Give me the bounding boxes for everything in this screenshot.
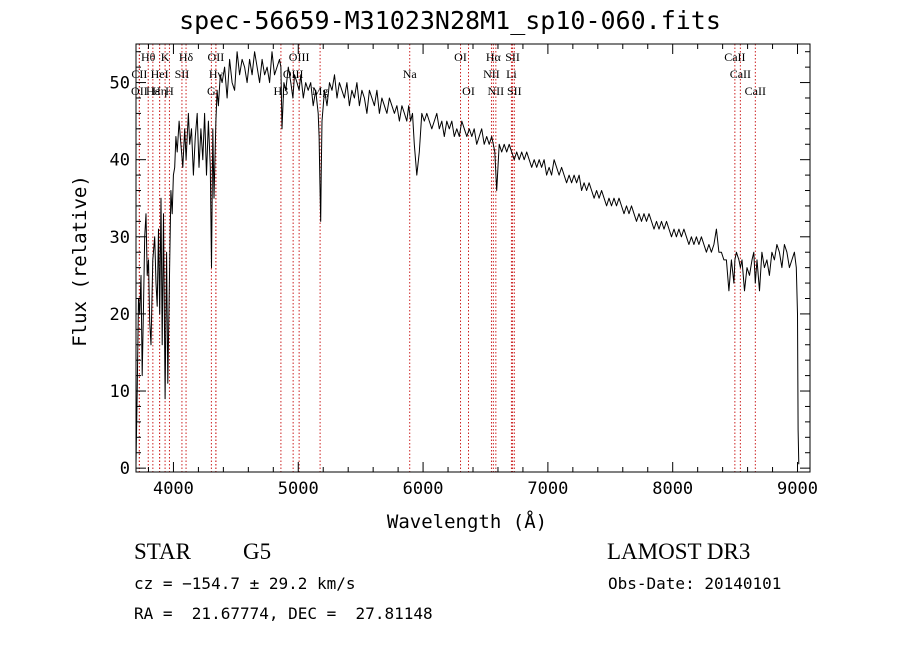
line-label-7: SII	[505, 50, 520, 64]
line-label-10: HeI	[151, 67, 169, 81]
y-tick-label-4: 40	[110, 151, 130, 171]
object-class: STAR	[134, 539, 191, 564]
plot-frame	[135, 43, 811, 473]
line-label-16: Li	[506, 67, 517, 81]
line-label-2: Hδ	[179, 50, 194, 64]
line-label-12: Hγ	[209, 67, 224, 81]
line-label-21: H	[165, 84, 174, 98]
line-label-18: OII	[131, 84, 148, 98]
observation-date: Obs-Date: 20140101	[608, 574, 782, 593]
y-tick-label-5: 50	[110, 74, 130, 94]
line-label-6: Hα	[486, 50, 502, 64]
line-label-0: Hθ	[141, 50, 156, 64]
object-subclass: G5	[243, 539, 272, 564]
x-tick-label-3: 7000	[527, 479, 568, 499]
y-tick-label-2: 20	[110, 305, 130, 325]
line-label-14: Na	[403, 67, 418, 81]
chart-title: spec-56659-M31023N28M1_sp10-060.fits	[179, 6, 721, 35]
spectral-line-markers	[138, 44, 756, 472]
x-axis-label: Wavelength (Å)	[387, 510, 547, 533]
line-label-27: SII	[507, 84, 522, 98]
x-tick-label-5: 9000	[777, 479, 818, 499]
line-label-26: NII	[488, 84, 505, 98]
line-label-22: G	[207, 84, 216, 98]
line-label-4: OIII	[289, 50, 310, 64]
line-label-5: OI	[454, 50, 467, 64]
spectrum-series-line	[135, 51, 800, 465]
y-tick-label-3: 30	[110, 228, 130, 248]
line-label-25: OI	[462, 84, 475, 98]
y-tick-label-0: 0	[120, 459, 130, 479]
line-label-1: K	[161, 50, 170, 64]
line-label-11: SII	[175, 67, 190, 81]
ra-dec-coordinates: RA = 21.67774, DEC = 27.81148	[134, 604, 433, 623]
y-axis-label: Flux (relative)	[69, 175, 91, 347]
line-label-8: CaII	[724, 50, 745, 64]
survey-name: LAMOST DR3	[607, 539, 751, 564]
line-label-17: CaII	[730, 67, 751, 81]
line-label-9: CII	[131, 67, 147, 81]
redshift-velocity: cz = −154.7 ± 29.2 km/s	[134, 574, 356, 593]
line-label-28: CaII	[745, 84, 766, 98]
line-label-15: NII	[483, 67, 500, 81]
y-tick-label-1: 10	[110, 382, 130, 402]
line-label-24: Mg	[312, 84, 329, 98]
axis-ticks: 4000 5000 6000 7000 8000 9000 0 10 20 30 40 50	[110, 44, 818, 499]
line-label-23: Hβ	[274, 84, 289, 98]
x-tick-label-0: 4000	[153, 479, 194, 499]
x-tick-label-1: 5000	[278, 479, 319, 499]
line-label-20: Hη	[152, 84, 167, 98]
line-label-3: OII	[208, 50, 225, 64]
x-tick-label-2: 6000	[403, 479, 444, 499]
line-label-13: OIII	[283, 67, 304, 81]
line-label-19: Hε	[146, 84, 160, 98]
x-tick-label-4: 8000	[652, 479, 693, 499]
